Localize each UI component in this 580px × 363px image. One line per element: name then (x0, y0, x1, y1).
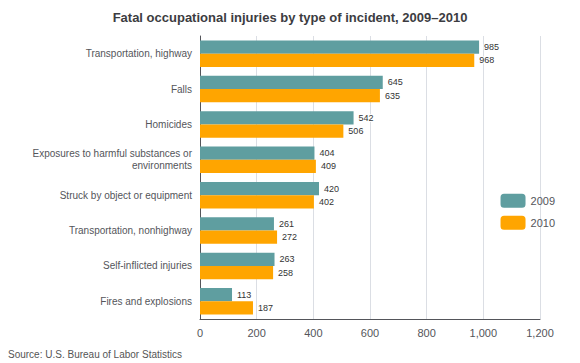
svg-text:261: 261 (279, 219, 294, 229)
svg-text:Struck by object or equipment: Struck by object or equipment (60, 190, 193, 201)
svg-text:1,000: 1,000 (470, 327, 498, 339)
svg-text:Transportation, highway: Transportation, highway (86, 48, 192, 59)
svg-text:Source: U.S. Bureau of Labor S: Source: U.S. Bureau of Labor Statistics (8, 349, 182, 360)
svg-text:Falls: Falls (171, 84, 192, 95)
svg-text:420: 420 (324, 184, 339, 194)
svg-text:2009: 2009 (531, 195, 555, 207)
svg-text:542: 542 (359, 113, 374, 123)
svg-text:600: 600 (361, 327, 379, 339)
svg-text:200: 200 (247, 327, 265, 339)
svg-text:258: 258 (278, 268, 293, 278)
svg-text:0: 0 (197, 327, 203, 339)
svg-text:800: 800 (417, 327, 435, 339)
svg-text:400: 400 (304, 327, 322, 339)
svg-text:272: 272 (282, 232, 297, 242)
svg-text:409: 409 (321, 161, 336, 171)
svg-text:Fires and explosions: Fires and explosions (100, 296, 192, 307)
svg-text:968: 968 (479, 55, 494, 65)
svg-text:985: 985 (484, 42, 499, 52)
svg-text:506: 506 (348, 126, 363, 136)
svg-text:Fatal occupational injuries by: Fatal occupational injuries by type of i… (113, 10, 468, 25)
svg-text:263: 263 (280, 254, 295, 264)
svg-text:environments: environments (132, 160, 192, 171)
svg-text:Homicides: Homicides (145, 119, 192, 130)
svg-text:113: 113 (237, 290, 251, 300)
svg-text:402: 402 (319, 197, 334, 207)
svg-text:Self-inflicted injuries: Self-inflicted injuries (103, 260, 192, 271)
svg-text:1,200: 1,200 (526, 327, 554, 339)
svg-text:187: 187 (258, 303, 273, 313)
svg-text:404: 404 (319, 148, 334, 158)
svg-text:Exposures to harmful substance: Exposures to harmful substances or (32, 148, 192, 159)
svg-text:635: 635 (385, 91, 400, 101)
svg-text:2010: 2010 (531, 217, 555, 229)
svg-text:Transportation, nonhighway: Transportation, nonhighway (69, 225, 192, 236)
svg-text:645: 645 (388, 77, 403, 87)
